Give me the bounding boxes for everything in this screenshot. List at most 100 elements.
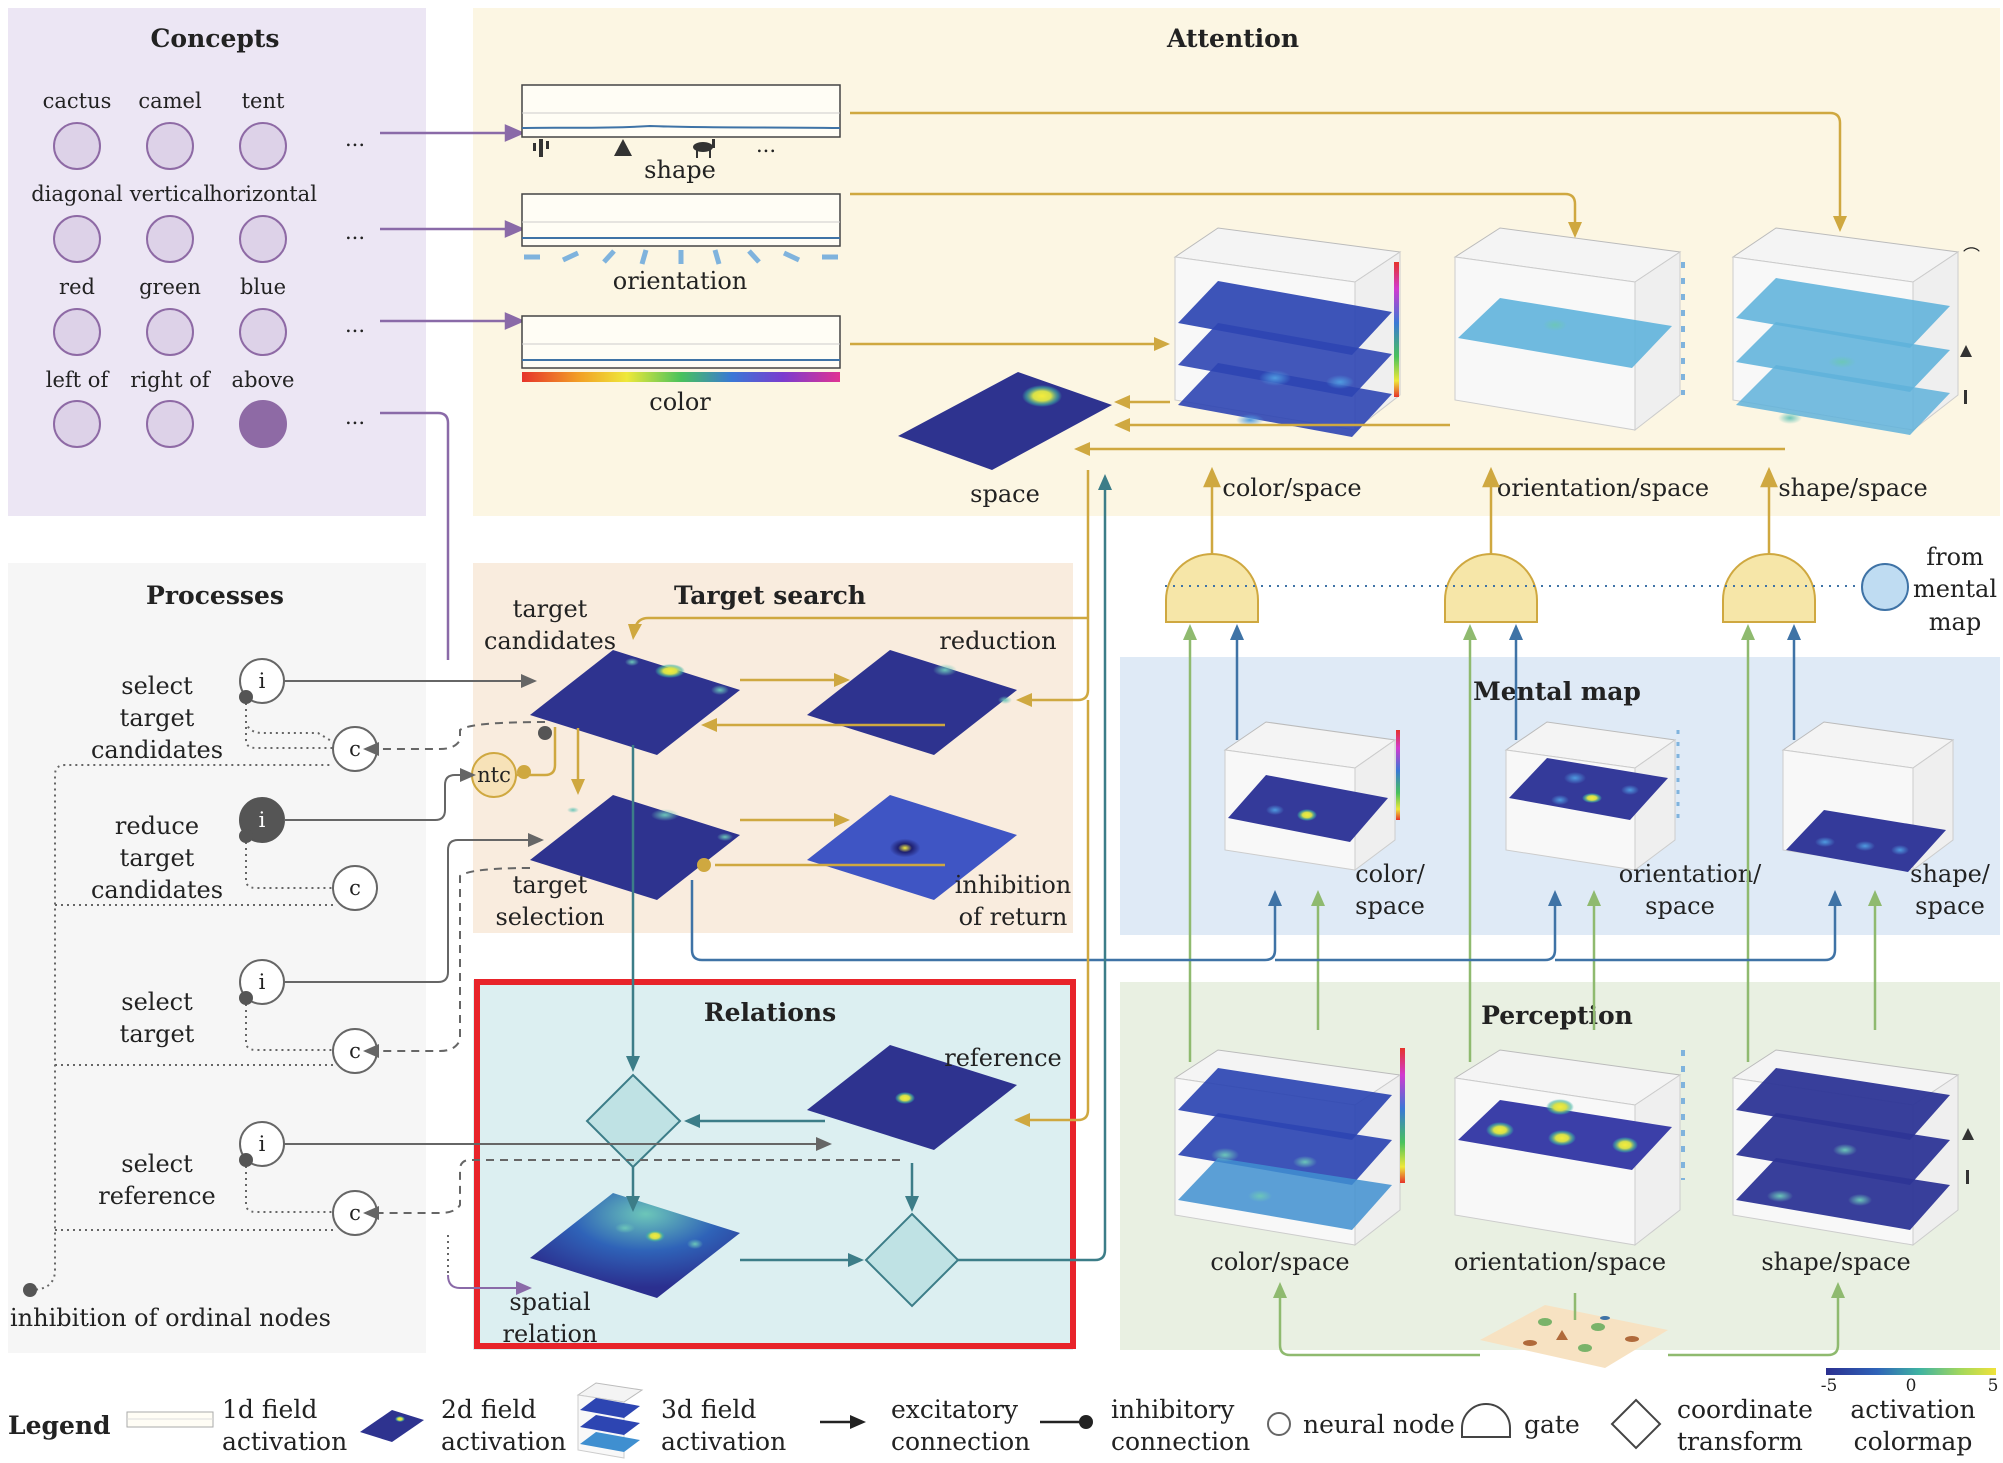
concept-node-active[interactable] bbox=[239, 400, 287, 448]
target-selection-field bbox=[530, 795, 740, 900]
perception-3d-shape-space bbox=[1731, 1049, 1974, 1247]
concept-node[interactable] bbox=[146, 215, 194, 263]
mental-map-arrowheads bbox=[1230, 624, 1842, 906]
mental-map-connections bbox=[690, 637, 1837, 962]
ntc-label: ntc bbox=[477, 763, 511, 787]
concept-node[interactable] bbox=[53, 215, 101, 263]
process-label: reduce bbox=[115, 812, 199, 840]
concept-label: diagonal bbox=[31, 182, 123, 206]
intention-node-label: i bbox=[259, 970, 266, 994]
legend-inhibitory-label2: connection bbox=[1111, 1427, 1250, 1456]
process-arrowheads bbox=[363, 674, 832, 1295]
inhibition-of-return-label2: of return bbox=[959, 903, 1068, 931]
legend-gate bbox=[1461, 1403, 1511, 1438]
relations-arrowheads bbox=[626, 474, 1112, 1267]
concept-node[interactable] bbox=[53, 122, 101, 170]
coordinate-transform-2 bbox=[864, 1212, 960, 1308]
attention-title: Attention bbox=[1166, 24, 1299, 53]
attention-3d-color-space bbox=[1173, 227, 1402, 437]
target-selection-label2: selection bbox=[495, 903, 604, 931]
legend-cmap-tick-min: -5 bbox=[1821, 1376, 1838, 1396]
legend-excitatory-label1: excitatory bbox=[891, 1395, 1019, 1424]
concept-node[interactable] bbox=[146, 308, 194, 356]
attention-color-space-label: color/space bbox=[1222, 474, 1361, 502]
perception-connections bbox=[1188, 638, 1877, 1357]
concept-grid: cactus camel tent ... diagonal vertical … bbox=[31, 89, 365, 448]
svg-text:⌒: ⌒ bbox=[1963, 247, 1980, 267]
concepts-title: Concepts bbox=[151, 24, 280, 53]
concept-node[interactable] bbox=[146, 400, 194, 448]
legend: Legend 1d field activation 2d field acti… bbox=[8, 1368, 1998, 1459]
legend-coordinate-label1: coordinate bbox=[1677, 1395, 1813, 1424]
process-label: reference bbox=[98, 1182, 216, 1210]
reference-field bbox=[807, 1045, 1017, 1150]
spatial-relation-field bbox=[530, 1193, 740, 1298]
legend-gate-label: gate bbox=[1524, 1410, 1580, 1439]
process-label: select bbox=[121, 672, 193, 700]
spatial-relation-label1: spatial bbox=[509, 1288, 590, 1316]
inhibition-of-return-field bbox=[807, 795, 1017, 900]
processes-title: Processes bbox=[146, 581, 284, 610]
relations-panel bbox=[473, 980, 1073, 1350]
process-wiring bbox=[29, 680, 900, 1291]
target-candidates-field bbox=[530, 650, 740, 755]
mental-color-space-line1: color/ bbox=[1355, 860, 1425, 888]
process-label: candidates bbox=[91, 876, 223, 904]
concept-label: blue bbox=[240, 275, 286, 299]
field-1d-color bbox=[521, 315, 841, 382]
inhibitory-dots bbox=[517, 765, 711, 872]
legend-neural-node bbox=[1267, 1412, 1291, 1436]
legend-3d-label2: activation bbox=[661, 1427, 786, 1456]
legend-colormap-label2: colormap bbox=[1854, 1427, 1973, 1456]
concept-node[interactable] bbox=[239, 215, 287, 263]
process-items: select target candidates reduce target c… bbox=[91, 672, 223, 1210]
concept-label: green bbox=[139, 275, 201, 299]
perception-title: Perception bbox=[1481, 1001, 1633, 1030]
concept-node[interactable] bbox=[53, 400, 101, 448]
legend-1d-field bbox=[126, 1411, 214, 1428]
gate bbox=[1722, 553, 1816, 623]
relations-gold bbox=[1028, 700, 1090, 1122]
attention-orientation-space-label: orientation/space bbox=[1497, 474, 1709, 502]
intention-node-label: i bbox=[259, 1132, 266, 1156]
legend-inhibitory-arrow bbox=[1040, 1415, 1093, 1429]
concept-more: ... bbox=[345, 220, 365, 244]
concept-node[interactable] bbox=[146, 122, 194, 170]
concept-more: ... bbox=[345, 127, 365, 151]
intention-node-label: i bbox=[259, 808, 266, 832]
cos-node-label: c bbox=[349, 876, 361, 900]
mental-map-node[interactable] bbox=[1861, 563, 1909, 611]
target-candidates-label2: candidates bbox=[484, 627, 616, 655]
space-field-2d bbox=[898, 372, 1112, 470]
concept-label: above bbox=[232, 368, 295, 392]
inhibition-of-ordinal-nodes-label: inhibition of ordinal nodes bbox=[10, 1304, 331, 1332]
cos-node[interactable] bbox=[332, 865, 378, 911]
concept-label: cactus bbox=[43, 89, 112, 113]
legend-1d-label1: 1d field bbox=[222, 1395, 317, 1424]
legend-coordinate-label2: transform bbox=[1677, 1427, 1803, 1456]
reference-label: reference bbox=[944, 1044, 1062, 1072]
process-label: target bbox=[120, 844, 195, 872]
concept-node[interactable] bbox=[239, 308, 287, 356]
orientation-ticks bbox=[524, 249, 838, 265]
cos-node-label: c bbox=[349, 1201, 361, 1225]
concept-label: tent bbox=[242, 89, 285, 113]
intention-node-label: i bbox=[259, 669, 266, 693]
concept-more: ... bbox=[345, 405, 365, 429]
mental-map-3d-orientation-space bbox=[1504, 721, 1680, 871]
spatial-relation-label2: relation bbox=[503, 1320, 598, 1348]
process-label: select bbox=[121, 1150, 193, 1178]
gate bbox=[1165, 553, 1259, 623]
concept-node[interactable] bbox=[239, 122, 287, 170]
legend-2d-field bbox=[360, 1410, 424, 1442]
concept-label: right of bbox=[130, 368, 211, 392]
process-label: select bbox=[121, 988, 193, 1016]
mental-map-3d-shape-space bbox=[1781, 721, 1955, 872]
inhibition-of-return-label1: inhibition bbox=[955, 871, 1072, 899]
legend-excitatory-label2: connection bbox=[891, 1427, 1030, 1456]
mental-map-title: Mental map bbox=[1473, 677, 1641, 706]
process-inhibit-dots bbox=[23, 690, 552, 1297]
mental-map-3d-color-space bbox=[1223, 721, 1400, 871]
attention-3d-shape-space: ⌒ bbox=[1731, 227, 1980, 435]
concept-node[interactable] bbox=[53, 308, 101, 356]
